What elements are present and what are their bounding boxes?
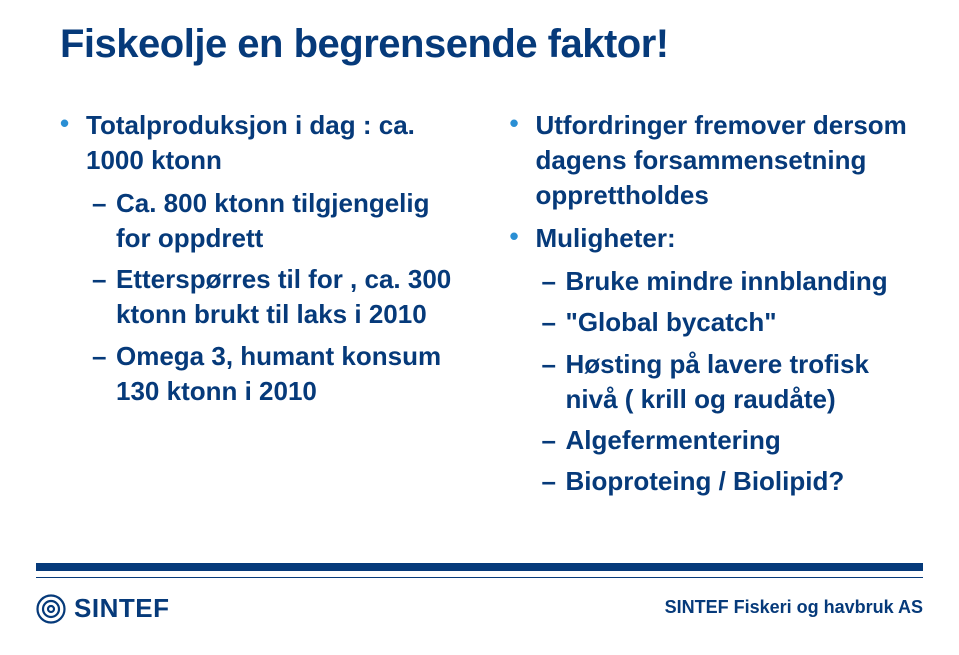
dash-item: Etterspørres til for , ca. 300 ktonn bru… xyxy=(60,262,470,332)
right-column: Utfordringer fremover dersom dagens fors… xyxy=(510,108,920,505)
brand-text: SINTEF xyxy=(74,593,169,624)
dash-item: Algefermentering xyxy=(510,423,920,458)
bullet-item: Totalproduksjon i dag : ca. 1000 ktonn xyxy=(60,108,470,178)
slide-footer: SINTEF SINTEF Fiskeri og havbruk AS xyxy=(0,563,959,655)
footer-org: SINTEF Fiskeri og havbruk AS xyxy=(665,597,923,618)
dash-item: Høsting på lavere trofisk nivå ( krill o… xyxy=(510,347,920,417)
slide-content: Totalproduksjon i dag : ca. 1000 ktonn C… xyxy=(60,108,919,505)
footer-bar xyxy=(36,563,923,571)
dash-item: Bruke mindre innblanding xyxy=(510,264,920,299)
bullet-item: Muligheter: xyxy=(510,221,920,256)
brand-logo: SINTEF xyxy=(36,593,169,624)
dash-item: Omega 3, humant konsum 130 ktonn i 2010 xyxy=(60,339,470,409)
dash-item: Bioproteing / Biolipid? xyxy=(510,464,920,499)
bullet-item: Utfordringer fremover dersom dagens fors… xyxy=(510,108,920,213)
left-column: Totalproduksjon i dag : ca. 1000 ktonn C… xyxy=(60,108,470,505)
dash-item: "Global bycatch" xyxy=(510,305,920,340)
slide-title: Fiskeolje en begrensende faktor! xyxy=(60,22,669,67)
dash-item: Ca. 800 ktonn tilgjengelig for oppdrett xyxy=(60,186,470,256)
footer-divider xyxy=(36,577,923,578)
brand-icon xyxy=(36,594,66,624)
